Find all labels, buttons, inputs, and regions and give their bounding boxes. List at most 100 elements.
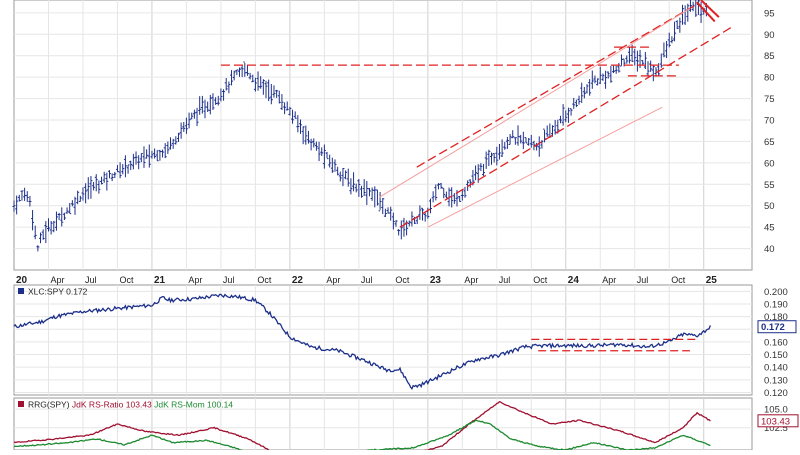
- ohlc-bar: [675, 20, 679, 30]
- ohlc-bar: [625, 55, 629, 64]
- ohlc-bar: [527, 138, 531, 146]
- trendline-channel-outer: [427, 106, 663, 228]
- ohlc-bar: [39, 232, 43, 244]
- ohlc-bar: [513, 137, 517, 145]
- ohlc-bar: [322, 144, 326, 169]
- ohlc-bar: [665, 40, 669, 59]
- ohlc-bar: [402, 217, 406, 237]
- ohlc-bar: [253, 77, 257, 92]
- x-tick-label: Jul: [361, 275, 373, 285]
- ohlc-bar: [76, 190, 80, 205]
- ohlc-bar: [566, 107, 570, 123]
- ohlc-bar: [378, 191, 382, 212]
- trendline-break-line: [700, 0, 720, 18]
- y-tick-label: 0.180: [764, 312, 788, 323]
- ohlc-bar: [519, 134, 523, 144]
- x-tick-label: Oct: [671, 275, 686, 285]
- ohlc-bar: [389, 206, 393, 221]
- x-tick-label: 23: [430, 275, 442, 286]
- ohlc-bar: [495, 146, 499, 166]
- ohlc-bar: [492, 153, 496, 163]
- ohlc-bar: [184, 117, 188, 134]
- x-tick-label: 25: [706, 275, 718, 286]
- ohlc-bar: [357, 179, 361, 197]
- ohlc-bar: [317, 141, 321, 162]
- ohlc-bar: [192, 109, 196, 119]
- ohlc-bar: [62, 212, 66, 221]
- x-tick-label: 20: [16, 275, 28, 286]
- y-tick-label: 50: [764, 201, 775, 212]
- ohlc-bar: [383, 208, 387, 217]
- ohlc-bar: [524, 137, 528, 144]
- ohlc-bar: [643, 51, 647, 70]
- ohlc-bar: [36, 245, 40, 252]
- ohlc-bar: [264, 80, 268, 99]
- ohlc-bar: [686, 3, 690, 22]
- ohlc-bar: [314, 141, 318, 151]
- ohlc-bar: [561, 104, 565, 126]
- y-tick-label: 0.150: [764, 350, 788, 361]
- x-tick-label: Apr: [464, 275, 478, 285]
- ohlc-bar: [100, 176, 104, 185]
- ohlc-bar: [60, 207, 64, 227]
- ohlc-bar: [139, 153, 143, 163]
- ohlc-bar: [49, 220, 53, 235]
- ohlc-bar: [436, 183, 440, 190]
- ohlc-bar: [283, 102, 287, 115]
- rrg-legend-part: JdK RS-Ratio 103.43: [72, 400, 154, 410]
- y-tick-label: 85: [764, 51, 775, 62]
- ohlc-bar: [582, 87, 586, 99]
- ohlc-bar: [545, 125, 549, 137]
- y-tick-label: 0.160: [764, 337, 788, 348]
- ohlc-bar: [105, 172, 109, 191]
- ohlc-bar: [551, 125, 555, 137]
- trendline-break-line: [696, 1, 716, 23]
- ohlc-bar: [434, 184, 438, 201]
- y-tick-label: 45: [764, 223, 775, 234]
- ohlc-bar: [285, 101, 289, 111]
- ohlc-bar: [325, 151, 329, 160]
- ohlc-bar: [121, 164, 125, 175]
- ohlc-bar: [187, 112, 191, 129]
- ohlc-bar: [232, 70, 236, 81]
- ohlc-bar: [166, 141, 170, 154]
- ohlc-bar: [126, 164, 130, 174]
- ohlc-bar: [134, 151, 138, 165]
- ohlc-bar: [410, 211, 414, 227]
- ohlc-bar: [466, 180, 470, 191]
- ohlc-bar: [12, 200, 16, 212]
- ohlc-bar: [200, 95, 204, 114]
- ohlc-bar: [442, 187, 446, 199]
- ohlc-bar: [662, 42, 666, 58]
- ohlc-bar: [516, 125, 520, 146]
- ohlc-bar: [537, 136, 541, 157]
- ohlc-bar: [267, 79, 271, 102]
- ohlc-bar: [240, 64, 244, 78]
- ohlc-bar: [113, 171, 117, 179]
- rs-legend: XLC:SPY 0.172: [28, 287, 88, 297]
- ohlc-bar: [107, 170, 111, 179]
- ohlc-bar: [259, 76, 263, 89]
- x-tick-label: Apr: [326, 275, 340, 285]
- ohlc-bar: [580, 82, 584, 103]
- ohlc-bar: [354, 183, 358, 193]
- ohlc-bar: [296, 115, 300, 133]
- ohlc-bar: [588, 79, 592, 96]
- ohlc-bar: [609, 65, 613, 83]
- ohlc-bar: [489, 152, 493, 165]
- y-tick-label: 0.200: [764, 287, 788, 298]
- ohlc-bar: [394, 220, 398, 227]
- ohlc-bar: [423, 212, 427, 222]
- ohlc-bar: [306, 130, 310, 144]
- ohlc-bar: [458, 196, 462, 202]
- ohlc-bar: [641, 60, 645, 65]
- ohlc-bar: [428, 198, 432, 214]
- ohlc-bar: [182, 122, 186, 132]
- rrg-legend-swatch: [18, 401, 24, 407]
- ohlc-bar: [635, 50, 639, 72]
- x-tick-label: Jul: [499, 275, 511, 285]
- ohlc-bar: [667, 32, 671, 48]
- y-tick-label: 70: [764, 116, 775, 127]
- ohlc-bar: [590, 70, 594, 89]
